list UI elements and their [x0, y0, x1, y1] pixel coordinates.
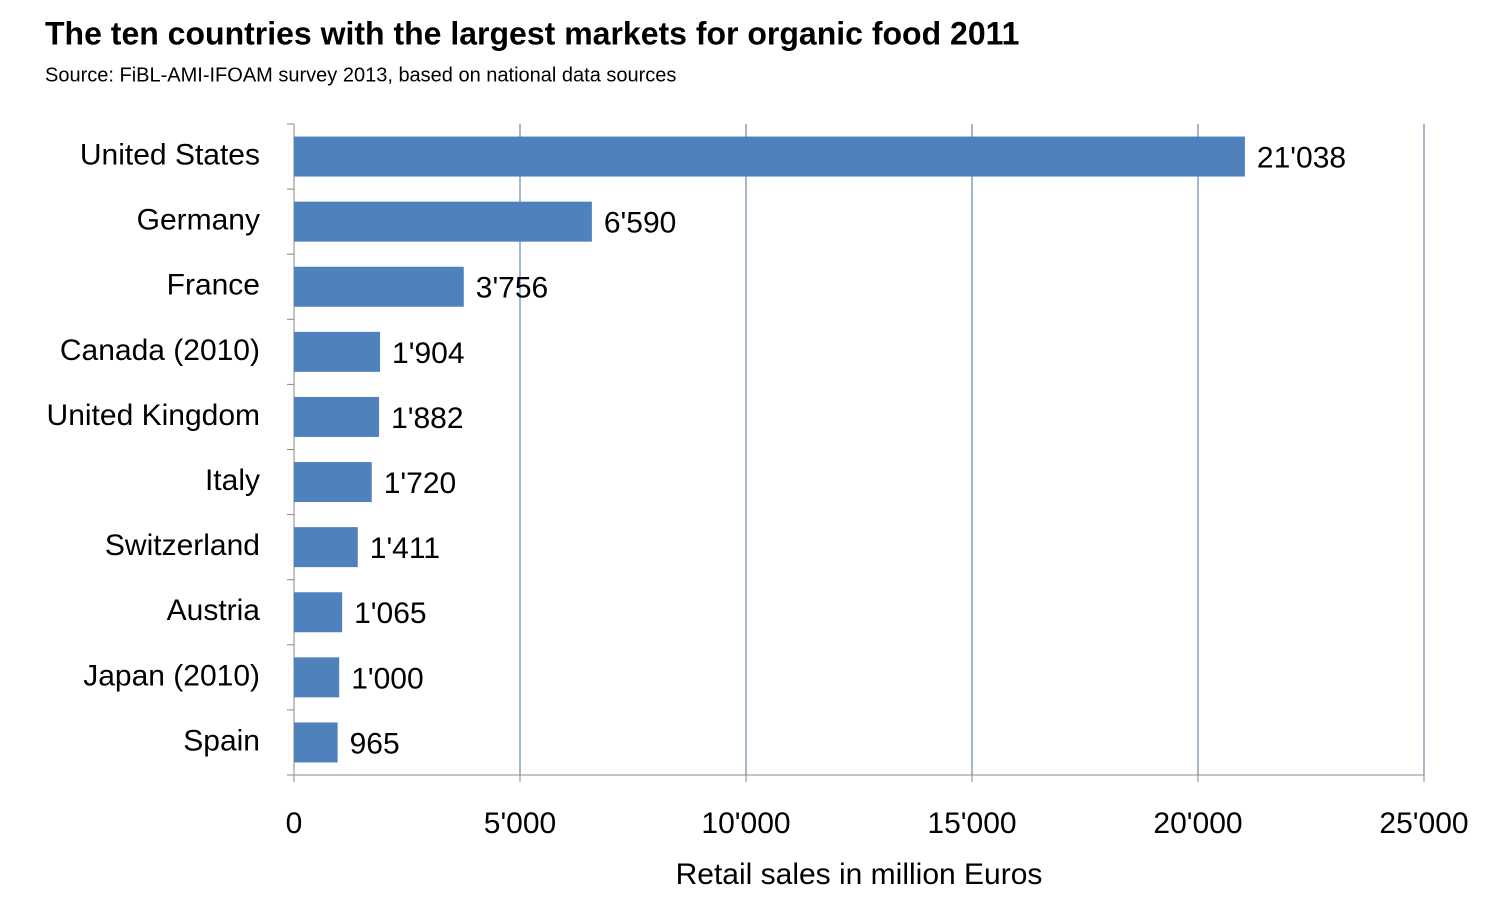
chart-title: The ten countries with the largest marke…	[45, 15, 1019, 51]
y-tick-label: United States	[80, 138, 260, 171]
bar	[294, 657, 340, 698]
y-tick-label: Germany	[137, 204, 260, 237]
value-label: 3'756	[476, 272, 548, 305]
bar	[294, 201, 592, 242]
bar	[294, 592, 343, 633]
y-tick-label: France	[167, 269, 260, 302]
y-tick-label: Austria	[167, 594, 261, 627]
value-label: 1'904	[392, 337, 464, 370]
bar	[294, 136, 1245, 177]
x-tick-label: 5'000	[484, 807, 556, 840]
chart-subtitle: Source: FiBL-AMI-IFOAM survey 2013, base…	[45, 64, 676, 86]
x-tick-label: 0	[286, 807, 303, 840]
x-tick-label: 15'000	[927, 807, 1016, 840]
y-tick-label: Spain	[183, 724, 260, 757]
bar	[294, 266, 464, 307]
y-tick-label: Switzerland	[105, 529, 260, 562]
x-tick-label: 25'000	[1379, 807, 1468, 840]
bar	[294, 396, 380, 437]
bar	[294, 462, 372, 503]
x-tick-label: 20'000	[1153, 807, 1242, 840]
value-label: 1'000	[351, 662, 423, 695]
value-label: 6'590	[604, 207, 676, 240]
x-tick-label: 10'000	[701, 807, 790, 840]
x-axis-label: Retail sales in million Euros	[676, 858, 1043, 891]
y-tick-label: Japan (2010)	[83, 659, 260, 692]
value-label: 965	[350, 727, 400, 760]
value-label: 1'882	[391, 402, 463, 435]
y-tick-label: Canada (2010)	[60, 334, 260, 367]
y-tick-label: United Kingdom	[47, 399, 260, 432]
value-label: 1'411	[370, 532, 440, 565]
value-label: 21'038	[1257, 141, 1346, 174]
bar	[294, 331, 381, 372]
value-label: 1'720	[384, 467, 456, 500]
bar	[294, 722, 338, 763]
y-tick-label: Italy	[205, 464, 260, 497]
value-label: 1'065	[354, 597, 426, 630]
bar	[294, 527, 358, 568]
